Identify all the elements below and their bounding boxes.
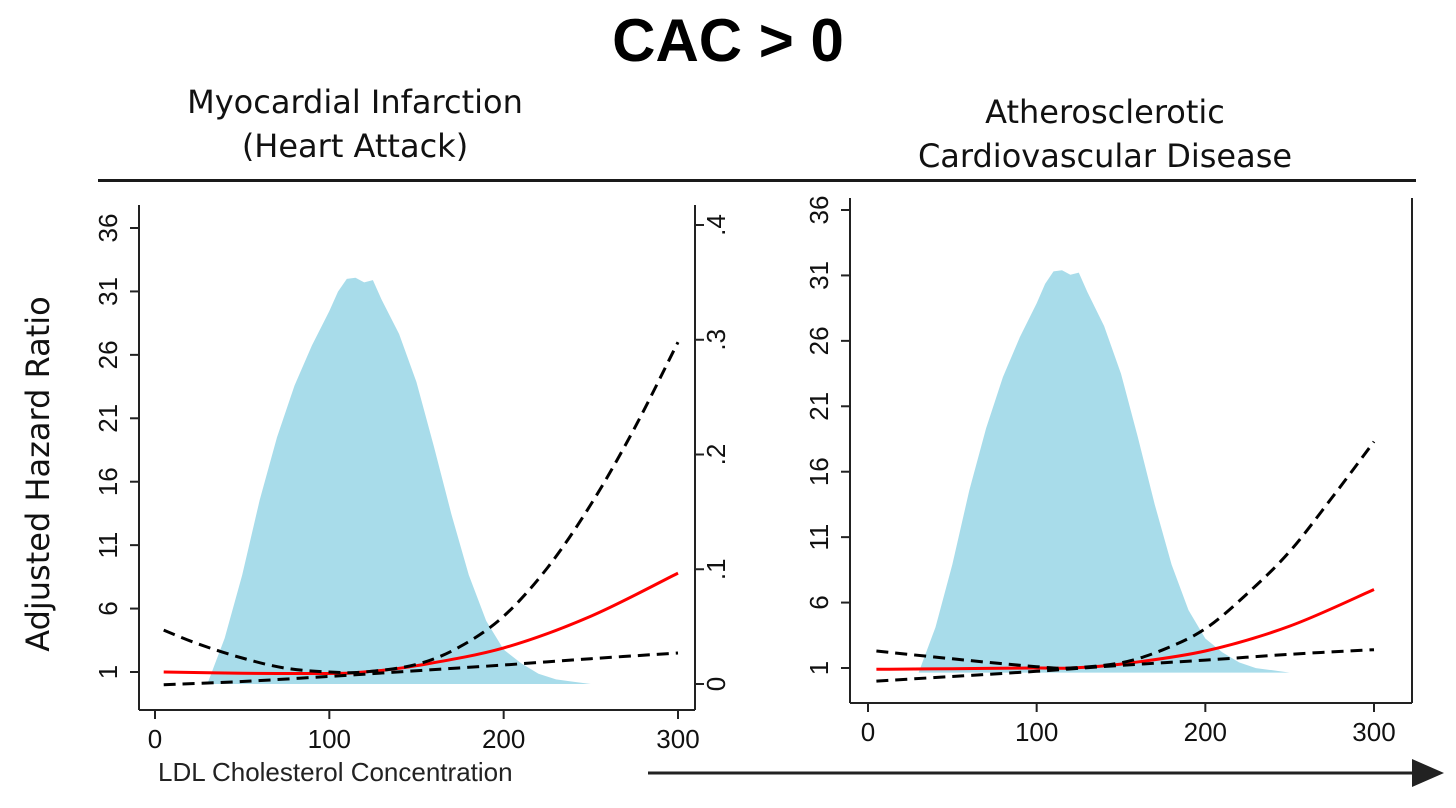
right-panel-title-line-1: Atherosclerotic (985, 93, 1225, 131)
right-upper-ci-curve (876, 440, 1376, 670)
left-x-tick-label: 100 (308, 724, 351, 754)
left-y-tick-label: 21 (93, 404, 123, 433)
x-direction-arrow (648, 759, 1444, 787)
left-upper-ci-curve (163, 341, 680, 675)
left-y2-tick-label: .2 (701, 444, 731, 466)
left-density-area (207, 277, 687, 684)
left-y-tick-label: 6 (93, 601, 123, 615)
right-y-tick-label: 1 (804, 661, 834, 675)
right-y-tick-label: 16 (804, 457, 834, 486)
right-lower-ci-curve (876, 648, 1375, 683)
left-x-tick-label: 0 (148, 724, 162, 754)
right-panel-title: Atherosclerotic Cardiovascular Disease (870, 90, 1340, 178)
left-y2-tick-label: .3 (701, 329, 731, 351)
left-y2-tick-label: 0 (701, 677, 731, 691)
left-y-tick-label: 31 (93, 277, 123, 306)
left-panel-title-line-2: (Heart Attack) (241, 127, 469, 165)
figure-title: CAC > 0 (612, 7, 844, 74)
right-y-tick-label: 6 (804, 595, 834, 609)
right-y-tick-label: 36 (804, 196, 834, 225)
left-panel-title-line-1: Myocardial Infarction (187, 83, 523, 121)
left-y-tick-label: 16 (93, 467, 123, 496)
right-x-tick-label: 200 (1184, 717, 1227, 747)
right-x-tick-label: 300 (1352, 717, 1395, 747)
left-x-tick-label: 200 (482, 724, 525, 754)
header-divider (98, 179, 1416, 182)
left-panel-title: Myocardial Infarction (Heart Attack) (140, 80, 570, 168)
left-y-tick-label: 1 (93, 665, 123, 679)
right-y-tick-label: 11 (804, 524, 834, 551)
left-y2-tick-label: .1 (701, 558, 731, 580)
right-estimate-curve (876, 588, 1375, 671)
left-y-tick-label: 26 (93, 340, 123, 369)
right-x-tick-label: 100 (1015, 717, 1058, 747)
x-axis-label: LDL Cholesterol Concentration (158, 757, 513, 787)
left-y-tick-label: 11 (93, 532, 123, 559)
right-y-tick-label: 26 (804, 326, 834, 355)
arrow-head (1412, 759, 1444, 787)
left-y-tick-label: 36 (93, 214, 123, 243)
right-density-area (918, 270, 1383, 673)
right-x-tick-label: 0 (861, 717, 875, 747)
right-panel-title-line-2: Cardiovascular Disease (917, 137, 1293, 175)
right-y-tick-label: 21 (804, 392, 834, 421)
left-x-tick-label: 300 (656, 724, 699, 754)
left-y2-tick-label: .4 (701, 214, 731, 236)
left-lower-ci-curve (163, 651, 679, 687)
right-y-tick-label: 31 (804, 261, 834, 290)
